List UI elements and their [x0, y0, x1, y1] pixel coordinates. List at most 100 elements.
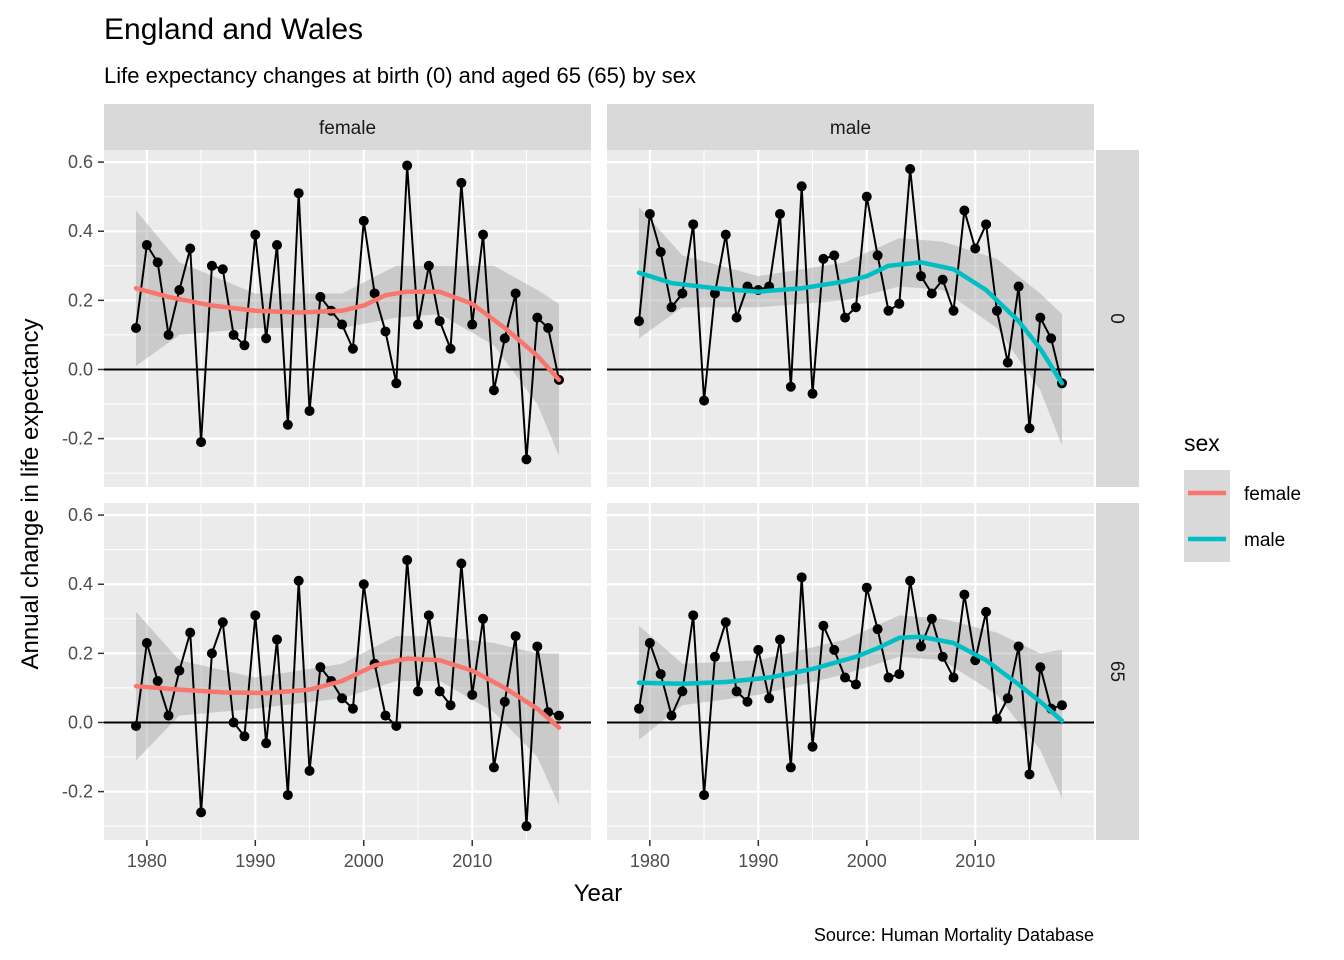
confidence-ribbon	[135, 210, 560, 456]
caption: Source: Human Mortality Database	[814, 925, 1094, 945]
data-point	[282, 790, 293, 801]
y-axis-ticks: -0.2 0.0 0.2 0.4 0.6 -0.2 0.0 0.2 0.4 0.6	[62, 152, 104, 802]
data-point	[499, 333, 510, 344]
smooth-line-male	[636, 634, 1065, 724]
data-point	[163, 329, 174, 340]
data-point	[774, 208, 785, 219]
data-point	[478, 229, 489, 240]
data-point	[456, 177, 467, 188]
data-point	[872, 250, 883, 261]
data-point	[644, 208, 655, 219]
data-point	[850, 679, 861, 690]
legend-title: sex	[1184, 430, 1220, 456]
data-point	[861, 582, 872, 593]
data-point	[937, 274, 948, 285]
x-tick-label: 1980	[630, 851, 670, 871]
data-point	[1024, 769, 1035, 780]
data-point	[1024, 423, 1035, 434]
data-point	[499, 696, 510, 707]
data-point	[688, 219, 699, 230]
data-point	[174, 665, 185, 676]
data-point	[250, 229, 261, 240]
data-point	[347, 703, 358, 714]
data-point	[510, 288, 521, 299]
data-point	[337, 693, 348, 704]
data-point	[488, 385, 499, 396]
data-point	[883, 305, 894, 316]
data-point	[315, 291, 326, 302]
data-point	[282, 419, 293, 430]
panel-male-0	[607, 150, 1094, 487]
data-point	[261, 333, 272, 344]
y-tick-label: -0.2	[62, 782, 93, 802]
strip-label-age-65: 65	[1106, 661, 1127, 682]
strip-label-male: male	[830, 118, 871, 139]
data-point	[402, 555, 413, 566]
data-point	[883, 672, 894, 683]
series-line-male	[638, 168, 1063, 429]
data-point	[688, 610, 699, 621]
data-point	[358, 579, 369, 590]
chart-title: England and Wales	[104, 13, 363, 46]
data-point	[271, 240, 282, 251]
data-point	[217, 617, 228, 628]
strip-female	[104, 104, 591, 150]
panel-male-65	[607, 503, 1094, 840]
data-point	[655, 246, 666, 257]
data-point	[666, 302, 677, 313]
data-point	[818, 253, 829, 264]
x-tick-label: 2000	[847, 851, 887, 871]
data-point	[217, 264, 228, 275]
data-point	[434, 686, 445, 697]
data-point	[488, 762, 499, 773]
data-point	[1046, 333, 1057, 344]
data-point	[532, 641, 543, 652]
data-point	[981, 606, 992, 617]
data-point	[315, 662, 326, 673]
data-point	[467, 319, 478, 330]
data-point	[709, 651, 720, 662]
data-point	[196, 807, 207, 818]
data-point	[456, 558, 467, 569]
data-point	[916, 271, 927, 282]
x-tick-label: 2010	[955, 851, 995, 871]
data-point	[981, 219, 992, 230]
data-point	[521, 821, 532, 832]
y-tick-label: 0.6	[68, 152, 93, 172]
data-point	[185, 627, 196, 638]
data-point	[206, 260, 217, 271]
data-point	[532, 312, 543, 323]
legend-entry-male: male	[1184, 516, 1285, 562]
data-point	[785, 381, 796, 392]
data-point	[991, 305, 1002, 316]
panel-female-65	[104, 503, 591, 840]
data-point	[774, 634, 785, 645]
data-point	[521, 454, 532, 465]
smooth-line-female	[133, 656, 562, 730]
data-point	[840, 672, 851, 683]
data-point	[163, 710, 174, 721]
chart-subtitle: Life expectancy changes at birth (0) and…	[104, 63, 696, 88]
data-point	[228, 717, 239, 728]
data-point	[948, 672, 959, 683]
y-tick-label: 0.2	[68, 643, 93, 663]
x-tick-label: 2000	[344, 851, 384, 871]
data-point	[677, 288, 688, 299]
data-point	[742, 696, 753, 707]
data-point	[554, 710, 565, 721]
data-point	[829, 644, 840, 655]
data-point	[510, 631, 521, 642]
data-point	[959, 589, 970, 600]
data-point	[894, 669, 905, 680]
data-point	[1002, 357, 1013, 368]
data-point	[872, 624, 883, 635]
data-point	[1035, 312, 1046, 323]
data-point	[959, 205, 970, 216]
facet-strips: female male 0 65	[104, 104, 1139, 840]
data-point	[785, 762, 796, 773]
data-point	[894, 298, 905, 309]
strip-age-65	[1096, 503, 1139, 840]
data-point	[970, 243, 981, 254]
legend-label-female: female	[1244, 484, 1301, 505]
